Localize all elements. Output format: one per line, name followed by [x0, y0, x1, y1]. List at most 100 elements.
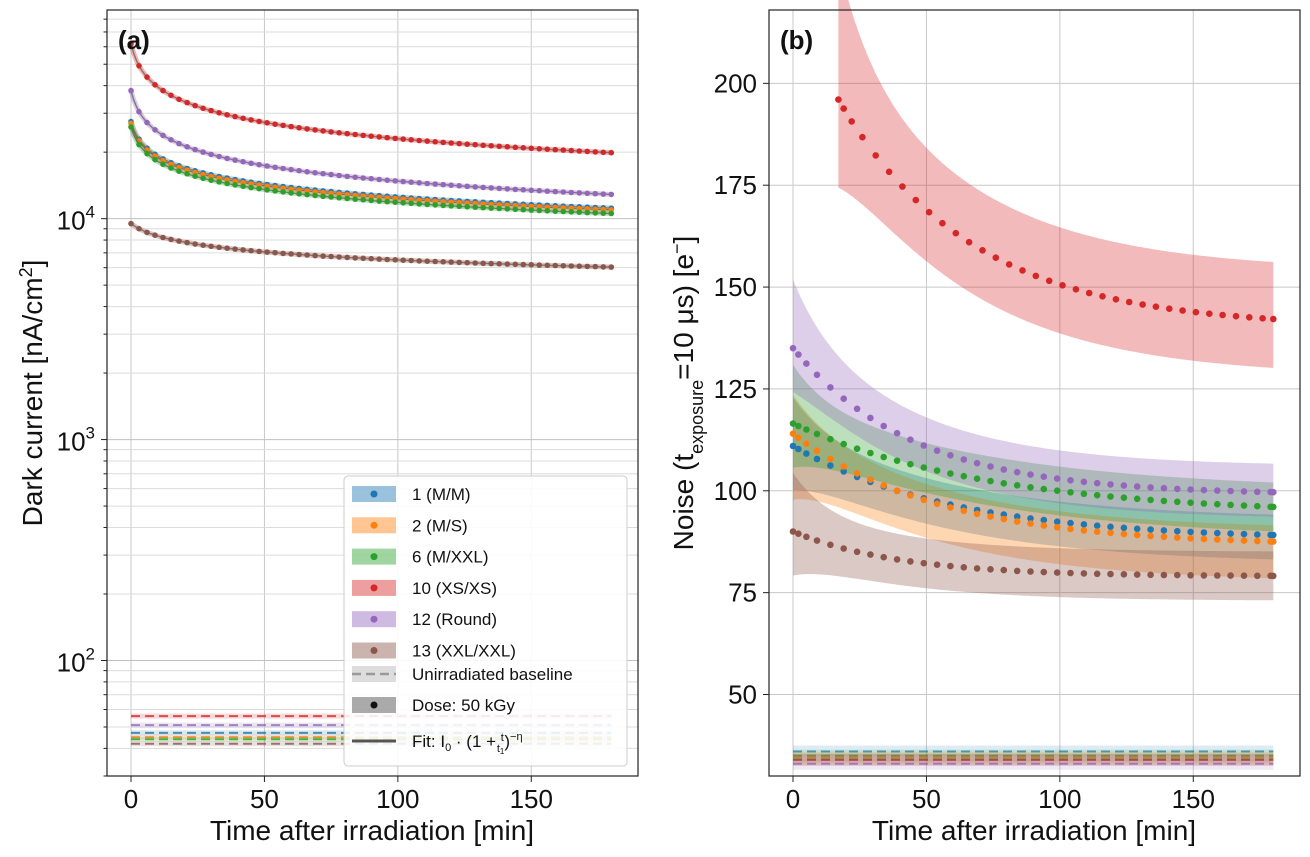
point-6-m-xxl — [240, 183, 246, 190]
point-6-m-xxl — [168, 165, 174, 171]
point-13-xxl-xxl — [192, 241, 198, 247]
point-6-m-xxl — [312, 192, 318, 199]
noise-point-2-m-s — [1093, 528, 1101, 535]
noise-point-1-m-m — [1174, 527, 1181, 535]
noise-band-12-round — [793, 279, 1274, 517]
noise-point-1-m-m — [1254, 531, 1261, 538]
point-12-round — [376, 176, 383, 183]
noise-point-13-xxl-xxl — [973, 565, 981, 572]
noise-point-2-m-s — [789, 430, 797, 438]
noise-point-2-m-s — [920, 496, 928, 504]
noise-point-12-round — [973, 459, 981, 467]
legend-dose-label: Dose: 50 kGy — [412, 696, 515, 715]
noise-point-12-round — [1147, 484, 1154, 491]
point-13-xxl-xxl — [168, 236, 174, 243]
noise-point-13-xxl-xxl — [933, 561, 941, 568]
noise-point-2-m-s — [840, 463, 847, 470]
point-6-m-xxl — [608, 210, 615, 217]
noise-point-13-xxl-xxl — [1227, 572, 1234, 579]
point-13-xxl-xxl — [536, 262, 543, 268]
legend-label-13-xxl-xxl: 13 (XXL/XXL) — [412, 642, 516, 661]
noise-point-13-xxl-xxl — [1270, 572, 1277, 580]
point-10-xs-xs — [472, 141, 479, 148]
panel-b-frame — [768, 9, 1301, 777]
point-10-xs-xs — [200, 105, 206, 112]
point-10-xs-xs — [584, 148, 591, 155]
point-6-m-xxl — [592, 210, 599, 216]
noise-point-10-xs-xs — [1206, 310, 1213, 318]
legend-entries: 1 (M/M) 2 (M/S) 6 (M/XXL) 10 (XS/XS) 12 (Rou… — [352, 485, 516, 661]
legend-marker-2-m-s — [370, 521, 378, 529]
noise-point-13-xxl-xxl — [1053, 569, 1061, 576]
noise-point-2-m-s — [1053, 524, 1061, 531]
noise-point-6-m-xxl — [893, 457, 901, 465]
point-10-xs-xs — [152, 82, 158, 88]
noise-band-6-m-xxl — [793, 364, 1274, 532]
noise-point-6-m-xxl — [1270, 503, 1277, 511]
point-6-m-xxl — [576, 209, 583, 215]
noise-point-6-m-xxl — [827, 435, 834, 443]
point-10-xs-xs — [216, 110, 222, 116]
point-13-xxl-xxl — [272, 249, 278, 256]
point-13-xxl-xxl — [424, 258, 431, 265]
point-13-xxl-xxl — [208, 243, 214, 250]
point-13-xxl-xxl — [296, 251, 302, 258]
point-12-round — [224, 155, 230, 162]
noise-point-6-m-xxl — [840, 440, 847, 448]
point-6-m-xxl — [432, 202, 439, 208]
noise-point-13-xxl-xxl — [813, 537, 821, 544]
point-13-xxl-xxl — [496, 261, 503, 267]
point-12-round — [216, 153, 222, 160]
noise-band-13-xxl-xxl — [793, 472, 1274, 601]
noise-point-12-round — [1133, 483, 1141, 490]
noise-point-12-round — [840, 395, 847, 403]
noise-point-6-m-xxl — [1080, 490, 1088, 498]
point-6-m-xxl — [272, 188, 278, 194]
point-12-round — [184, 144, 190, 150]
point-12-round — [200, 149, 206, 155]
point-13-xxl-xxl — [440, 259, 447, 265]
noise-point-13-xxl-xxl — [1174, 571, 1181, 579]
panel-b-ylabel: Noise (texposure=10 μs) [e−] — [667, 236, 707, 551]
point-6-m-xxl — [256, 185, 262, 192]
point-10-xs-xs — [184, 99, 190, 106]
noise-point-10-xs-xs — [1259, 315, 1266, 322]
noise-point-1-m-m — [1133, 525, 1141, 533]
panel-a-xlabel: Time after irradiation [min] — [210, 815, 534, 846]
noise-point-10-xs-xs — [872, 152, 879, 159]
noise-point-6-m-xxl — [1147, 496, 1154, 504]
point-10-xs-xs — [544, 146, 551, 152]
noise-point-2-m-s — [803, 440, 810, 447]
noise-point-2-m-s — [827, 455, 834, 463]
point-13-xxl-xxl — [152, 232, 158, 238]
point-10-xs-xs — [480, 142, 487, 149]
point-12-round — [320, 170, 326, 177]
noise-point-6-m-xxl — [1200, 500, 1208, 507]
noise-point-6-m-xxl — [1000, 480, 1008, 487]
point-13-xxl-xxl — [592, 263, 599, 270]
noise-point-2-m-s — [867, 476, 874, 484]
point-6-m-xxl — [528, 207, 535, 213]
noise-point-10-xs-xs — [1166, 305, 1173, 313]
noise-point-12-round — [1187, 486, 1194, 493]
point-13-xxl-xxl — [520, 261, 527, 268]
point-6-m-xxl — [352, 196, 359, 202]
noise-point-2-m-s — [853, 470, 861, 477]
point-12-round — [496, 185, 503, 192]
noise-point-13-xxl-xxl — [1160, 571, 1168, 579]
noise-point-12-round — [803, 360, 810, 367]
point-6-m-xxl — [248, 184, 254, 191]
point-10-xs-xs — [288, 123, 294, 130]
noise-point-1-m-m — [1040, 516, 1048, 524]
noise-point-1-m-m — [1067, 519, 1074, 527]
noise-point-6-m-xxl — [1160, 497, 1168, 505]
point-10-xs-xs — [264, 120, 270, 126]
point-12-round — [456, 183, 463, 189]
point-10-xs-xs — [208, 107, 214, 114]
point-10-xs-xs — [456, 140, 463, 147]
legend-marker-6-m-xxl — [370, 553, 378, 561]
noise-point-10-xs-xs — [1112, 296, 1120, 303]
point-12-round — [208, 151, 214, 158]
point-13-xxl-xxl — [408, 257, 415, 264]
point-12-round — [256, 161, 262, 168]
